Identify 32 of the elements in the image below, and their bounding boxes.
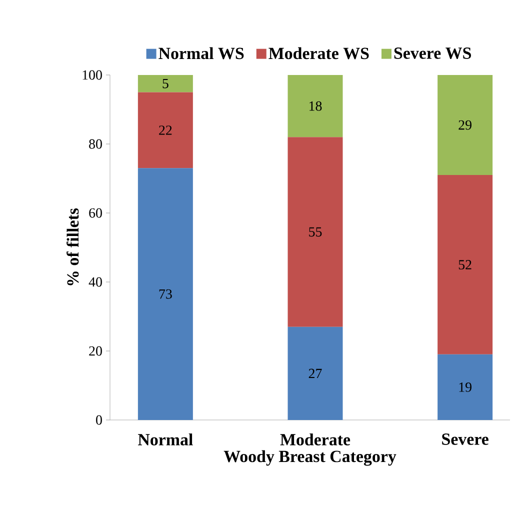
data-label: 29 [458, 120, 472, 130]
bar [438, 175, 493, 354]
bar [438, 354, 493, 420]
y-tick-label: 40 [88, 277, 102, 287]
data-label: 52 [458, 260, 472, 270]
legend-label: Normal WS [158, 47, 244, 60]
data-label: 73 [159, 289, 172, 299]
y-tick-label: 60 [89, 208, 102, 218]
data-label: 18 [309, 101, 322, 111]
x-tick-label: Moderate [280, 434, 350, 446]
legend-label: Severe WS [394, 47, 471, 59]
y-axis-title: % of fillets [66, 208, 79, 286]
x-axis-title: Woody Breast Category [224, 450, 396, 466]
bar [288, 137, 343, 327]
y-tick-label: 0 [96, 415, 102, 425]
data-label: 27 [308, 368, 322, 378]
data-label: 5 [162, 78, 168, 88]
x-tick-label: Severe [442, 434, 488, 445]
legend-label: Moderate WS [268, 47, 369, 60]
y-tick-label: 80 [89, 139, 102, 149]
bar [438, 74, 493, 176]
data-label: 22 [159, 126, 172, 135]
y-tick-label: 20 [89, 346, 102, 356]
bar [138, 92, 193, 168]
y-tick-label: 100 [82, 70, 102, 80]
data-label: 19 [459, 382, 472, 392]
data-label: 55 [309, 227, 322, 237]
bar [138, 168, 193, 420]
x-tick-label: Normal [138, 434, 193, 446]
bar [138, 74, 193, 92]
bar [288, 74, 343, 138]
bar [288, 326, 343, 420]
